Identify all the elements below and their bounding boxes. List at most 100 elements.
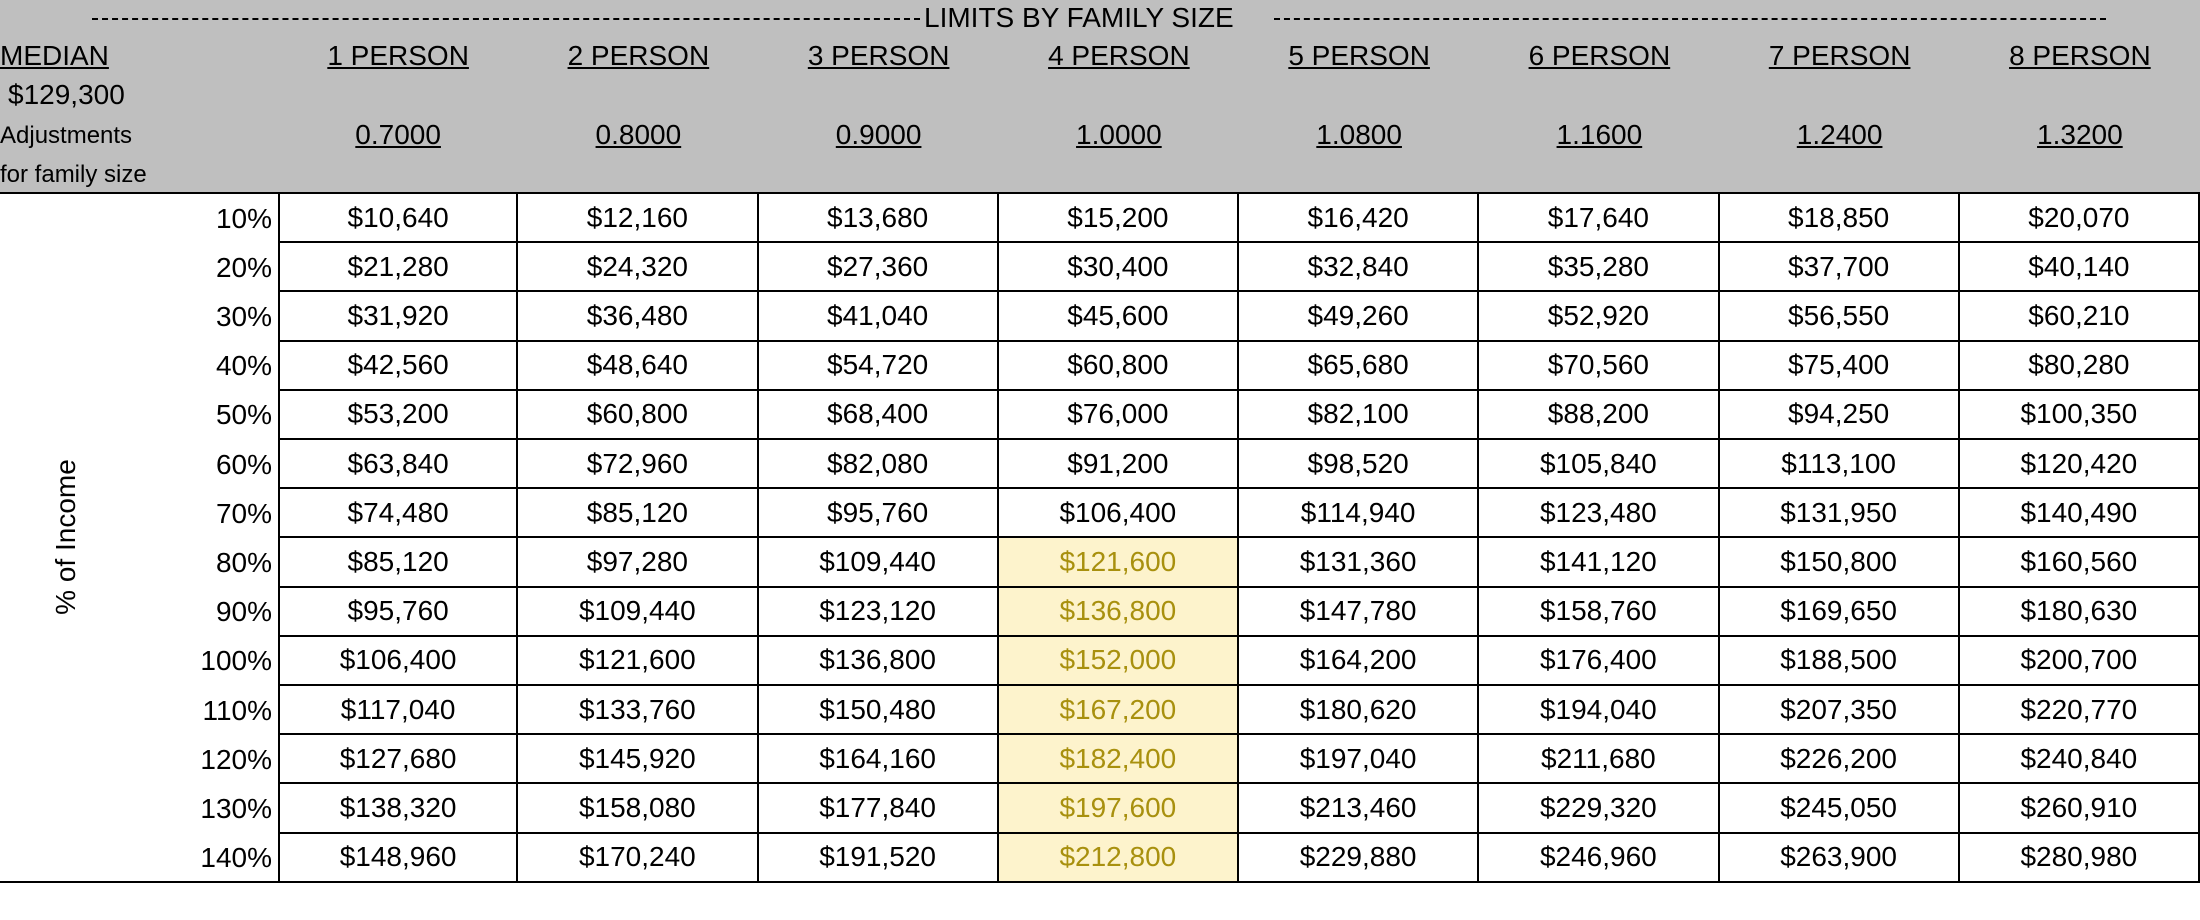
dash-rule [92,18,920,20]
income-limit-cell: $131,950 [1719,489,1960,539]
income-limit-cell: $82,080 [758,440,999,490]
income-limit-cell: $182,400 [998,735,1239,785]
income-limit-cell: $150,480 [758,686,999,736]
income-limit-cell: $188,500 [1719,636,1960,686]
income-limit-cell: $36,480 [518,292,759,342]
income-limit-cell: $160,560 [1959,538,2200,588]
income-limit-cell: $120,420 [1959,440,2200,490]
income-limit-cell: $117,040 [278,686,519,736]
dash-rule [1274,18,2106,20]
income-limit-cell: $169,650 [1719,587,1960,637]
income-limit-cell: $97,280 [518,538,759,588]
income-limit-cell: $136,800 [758,636,999,686]
income-limit-cell: $106,400 [278,636,519,686]
income-limit-cell: $98,520 [1239,440,1480,490]
income-limit-cell: $24,320 [518,243,759,293]
income-limit-cell: $150,800 [1719,538,1960,588]
adjust-label: for family size [0,161,147,188]
income-limit-cell: $197,600 [998,784,1239,834]
income-limit-cell: $152,000 [998,636,1239,686]
income-limit-cell: $13,680 [758,194,999,244]
income-limit-cell: $85,120 [278,538,519,588]
income-limit-cell: $140,490 [1959,489,2200,539]
income-limit-cell: $91,200 [998,440,1239,490]
column-header: 1 PERSON [327,40,469,71]
column-header: 6 PERSON [1528,40,1671,71]
adjustment-factor: 1.1600 [1556,119,1643,150]
income-limit-cell: $145,920 [518,735,759,785]
income-limit-cell: $75,400 [1719,341,1960,391]
income-limit-cell: $109,440 [758,538,999,588]
income-limit-cell: $263,900 [1719,833,1960,883]
income-limit-cell: $10,640 [278,194,519,244]
income-limit-cell: $31,920 [278,292,519,342]
percent-label: 30% [215,301,272,332]
income-limit-cell: $95,760 [758,489,999,539]
income-limit-cell: $56,550 [1719,292,1960,342]
income-limit-cell: $121,600 [518,636,759,686]
income-limit-cell: $94,250 [1719,390,1960,440]
income-limit-cell: $40,140 [1959,243,2200,293]
percent-label: 80% [215,547,272,578]
income-limit-cell: $42,560 [278,341,519,391]
income-limit-cell: $158,080 [518,784,759,834]
income-limit-cell: $127,680 [278,735,519,785]
percent-label: 120% [200,743,272,775]
percent-label: 140% [200,842,272,874]
income-limit-cell: $212,800 [998,833,1239,883]
income-limit-cell: $65,680 [1239,341,1480,391]
income-limit-cell: $200,700 [1959,636,2200,686]
percent-label: 110% [202,694,272,726]
income-limit-cell: $123,120 [758,587,999,637]
header-band [0,0,2200,194]
income-limit-cell: $82,100 [1239,390,1480,440]
income-limit-cell: $53,200 [278,390,519,440]
income-limit-cell: $30,400 [998,243,1239,293]
income-limit-cell: $180,630 [1959,587,2200,637]
income-limit-cell: $207,350 [1719,686,1960,736]
income-limit-cell: $45,600 [998,292,1239,342]
column-header: 3 PERSON [807,40,950,71]
income-limit-cell: $280,980 [1959,833,2200,883]
income-limit-cell: $27,360 [758,243,999,293]
column-header: 2 PERSON [567,40,710,71]
column-header: 8 PERSON [2009,40,2151,71]
income-limit-cell: $95,760 [278,587,519,637]
income-limit-cell: $76,000 [998,390,1239,440]
income-limit-cell: $100,350 [1959,390,2200,440]
income-limit-cell: $20,070 [1959,194,2200,244]
income-limit-cell: $176,400 [1479,636,1720,686]
income-limit-cell: $35,280 [1479,243,1720,293]
adjustment-factor: 1.0800 [1316,119,1402,150]
income-limit-cell: $80,280 [1959,341,2200,391]
income-limit-cell: $167,200 [998,686,1239,736]
income-limit-cell: $211,680 [1479,735,1720,785]
income-limit-cell: $113,100 [1719,440,1960,490]
percent-label: 70% [215,497,272,529]
income-limit-cell: $164,160 [758,735,999,785]
income-limit-cell: $60,800 [518,390,759,440]
percent-label: 50% [215,399,272,431]
income-limit-cell: $197,040 [1239,735,1480,785]
income-limit-cell: $85,120 [518,489,759,539]
percent-label: 20% [215,251,272,283]
income-limit-cell: $12,160 [518,194,759,244]
income-limit-cell: $60,800 [998,341,1239,391]
income-limit-cell: $138,320 [278,784,519,834]
income-limit-cell: $74,480 [278,489,519,539]
adjust-label: Adjustments [0,122,133,149]
income-limit-cell: $164,200 [1239,636,1480,686]
income-limit-cell: $246,960 [1479,833,1720,883]
column-header: 5 PERSON [1288,40,1430,71]
column-header: 4 PERSON [1048,40,1190,71]
bottom-rule [0,880,278,883]
income-limit-cell: $136,800 [998,587,1239,637]
income-limit-cell: $16,420 [1239,194,1480,244]
income-limit-cell: $68,400 [758,390,999,440]
income-limit-cell: $213,460 [1239,784,1480,834]
income-limit-cell: $141,120 [1479,538,1720,588]
adjustment-factor: 1.3200 [2037,119,2123,150]
income-limit-cell: $15,200 [998,194,1239,244]
income-limit-cell: $220,770 [1959,686,2200,736]
